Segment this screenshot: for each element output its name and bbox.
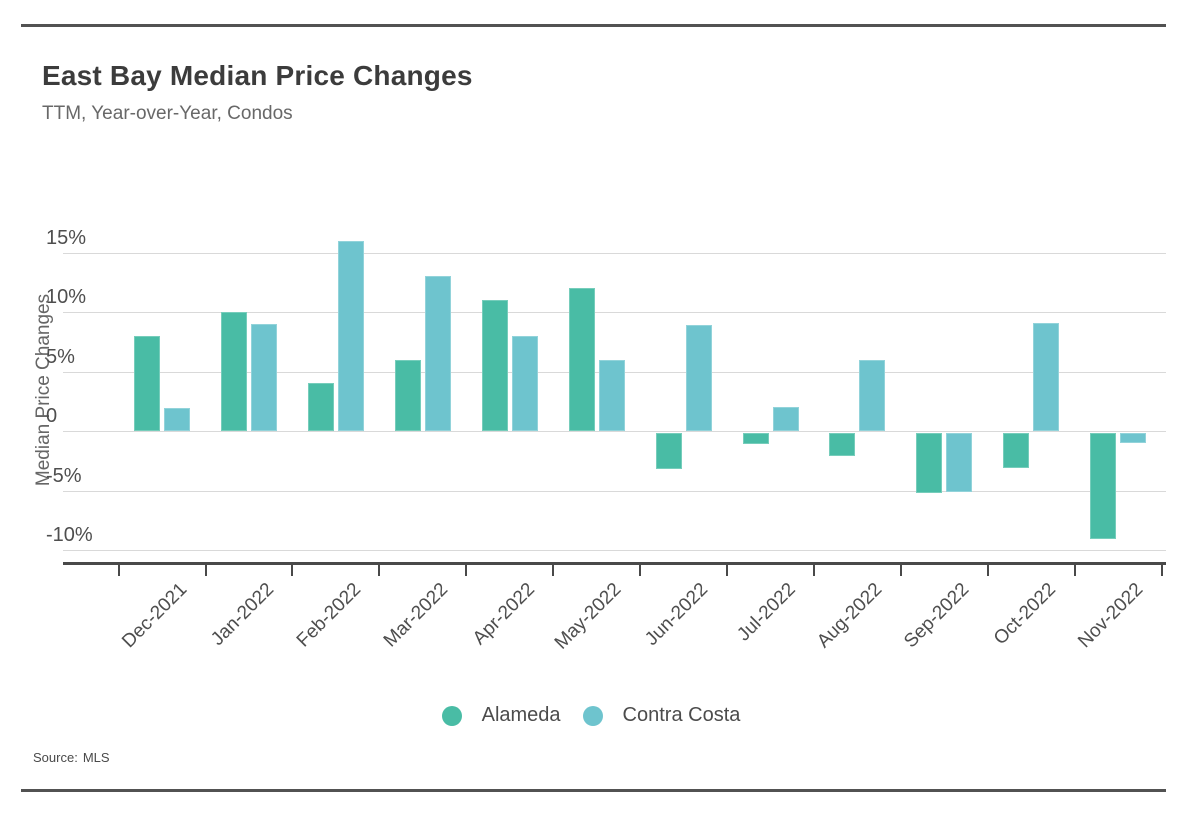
x-tick-label-aug-2022: Aug-2022 <box>813 579 887 653</box>
gridline-0 <box>63 431 1166 432</box>
legend-dot-contra-costa <box>582 705 603 726</box>
x-axis-tick <box>1160 565 1163 576</box>
y-tick-label-10-: 10% <box>46 286 87 308</box>
legend-label-contra-costa: Contra Costa <box>622 704 741 726</box>
bar-contra-costa-apr-2022[interactable] <box>511 335 538 431</box>
gridline--5- <box>63 490 1166 492</box>
bar-alameda-nov-2022[interactable] <box>1090 433 1117 540</box>
x-tick-label-may-2022: May-2022 <box>550 579 626 654</box>
bar-contra-costa-sep-2022[interactable] <box>946 433 973 492</box>
x-axis-line <box>63 562 1166 565</box>
x-axis-tick <box>1073 565 1076 576</box>
x-tick-label-mar-2022: Mar-2022 <box>379 579 452 652</box>
bar-alameda-may-2022[interactable] <box>568 288 595 431</box>
bar-contra-costa-feb-2022[interactable] <box>337 240 364 431</box>
gridline-10- <box>63 312 1166 313</box>
bar-alameda-jan-2022[interactable] <box>220 312 247 431</box>
bar-contra-costa-nov-2022[interactable] <box>1120 433 1147 443</box>
bar-contra-costa-may-2022[interactable] <box>598 359 625 431</box>
source-note: Source: MLS <box>33 750 110 765</box>
bar-alameda-mar-2022[interactable] <box>394 359 421 431</box>
x-tick-label-jul-2022: Jul-2022 <box>732 579 800 646</box>
x-tick-label-nov-2022: Nov-2022 <box>1073 579 1148 653</box>
chart-subtitle: TTM, Year-over-Year, Condos <box>42 103 293 124</box>
gridline-15- <box>63 252 1166 254</box>
bar-contra-costa-mar-2022[interactable] <box>424 276 451 431</box>
gridline--10- <box>63 550 1166 551</box>
top-divider <box>21 24 1166 27</box>
legend: Alameda Contra Costa <box>0 704 1182 727</box>
legend-label-alameda: Alameda <box>481 704 561 726</box>
x-tick-label-apr-2022: Apr-2022 <box>468 579 539 650</box>
x-tick-label-dec-2021: Dec-2021 <box>117 579 191 653</box>
y-tick-label--5-: -5% <box>46 464 82 487</box>
bar-alameda-feb-2022[interactable] <box>307 383 334 431</box>
x-tick-label-oct-2022: Oct-2022 <box>990 579 1061 650</box>
y-axis-title: Median Price Changes <box>33 293 54 487</box>
bar-contra-costa-aug-2022[interactable] <box>859 359 886 431</box>
bottom-divider <box>21 789 1166 792</box>
x-axis-tick <box>117 565 120 576</box>
bar-alameda-aug-2022[interactable] <box>829 433 856 456</box>
bar-alameda-apr-2022[interactable] <box>481 300 508 431</box>
bar-alameda-dec-2021[interactable] <box>134 335 161 431</box>
x-axis-tick <box>378 565 381 576</box>
bar-contra-costa-jul-2022[interactable] <box>772 407 799 431</box>
bar-contra-costa-jun-2022[interactable] <box>685 325 712 431</box>
bar-alameda-oct-2022[interactable] <box>1003 433 1030 468</box>
x-axis-tick <box>552 565 555 576</box>
x-axis-tick <box>986 565 989 576</box>
bar-alameda-jun-2022[interactable] <box>655 433 682 470</box>
x-axis-tick <box>639 565 642 576</box>
legend-item-contra-costa[interactable]: Contra Costa <box>582 704 741 727</box>
y-tick-label--10-: -10% <box>46 524 93 546</box>
y-tick-label-0: 0 <box>46 405 58 427</box>
x-axis-tick <box>899 565 902 576</box>
x-tick-label-feb-2022: Feb-2022 <box>292 579 365 652</box>
source-value: MLS <box>82 750 110 765</box>
y-tick-label-15-: 15% <box>46 226 87 249</box>
x-axis-tick <box>465 565 468 576</box>
x-axis-tick <box>291 565 294 576</box>
x-tick-label-sep-2022: Sep-2022 <box>900 579 974 653</box>
bar-contra-costa-dec-2021[interactable] <box>164 408 191 431</box>
bar-alameda-jul-2022[interactable] <box>742 433 769 445</box>
bar-contra-costa-oct-2022[interactable] <box>1033 322 1060 431</box>
x-tick-label-jan-2022: Jan-2022 <box>206 579 278 650</box>
x-axis-tick <box>812 565 815 576</box>
x-tick-label-jun-2022: Jun-2022 <box>641 579 713 650</box>
x-axis-tick <box>204 565 207 576</box>
bar-alameda-sep-2022[interactable] <box>916 433 943 493</box>
bar-contra-costa-jan-2022[interactable] <box>250 323 277 431</box>
source-label: Source: <box>33 750 78 765</box>
legend-item-alameda[interactable]: Alameda <box>441 704 561 727</box>
x-axis-tick <box>726 565 729 576</box>
y-tick-label-5-: 5% <box>46 345 75 368</box>
chart-title: East Bay Median Price Changes <box>42 60 473 91</box>
legend-dot-alameda <box>441 705 462 726</box>
